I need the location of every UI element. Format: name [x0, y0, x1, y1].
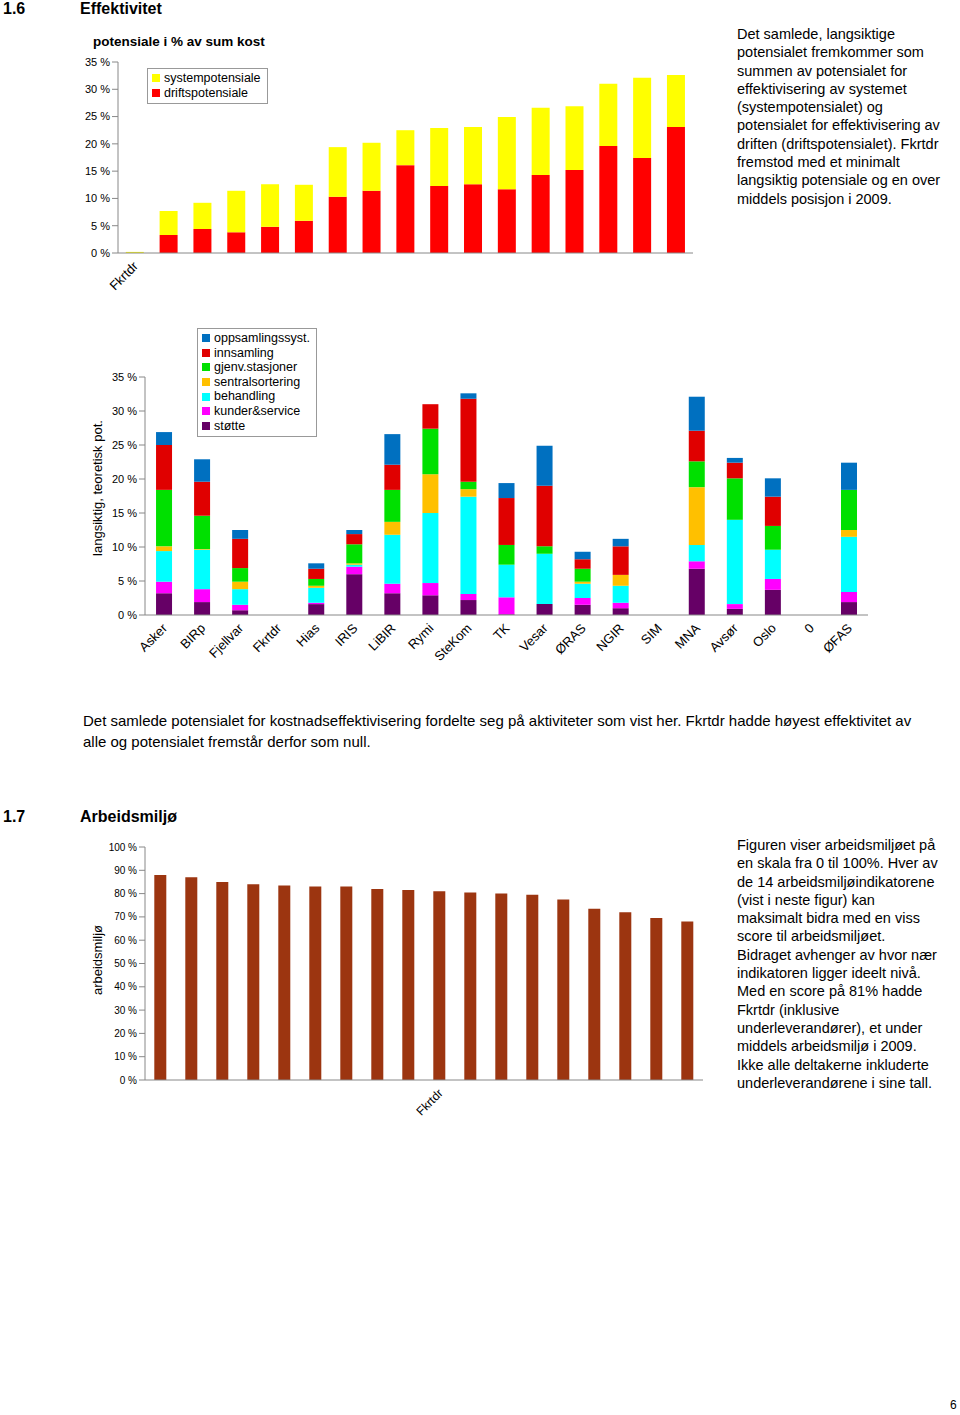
svg-text:ØFAS: ØFAS: [820, 620, 855, 655]
html-text:systempotensiale: systempotensiale: [164, 71, 261, 85]
svg-text:0 %: 0 %: [118, 609, 137, 621]
html-text:Det samlede, langsiktige poten: Det samlede, langsiktige potensialet fre…: [737, 26, 941, 207]
svg-text:15 %: 15 %: [85, 165, 110, 177]
svg-text:SteKom: SteKom: [431, 621, 474, 664]
html-text:oppsamlingssyst.: oppsamlingssyst.: [214, 331, 310, 345]
svg-text:70 %: 70 %: [114, 911, 137, 922]
svg-text:MNA: MNA: [672, 620, 703, 651]
svg-text:Fkrtdr: Fkrtdr: [414, 1086, 446, 1118]
svg-text:20 %: 20 %: [85, 138, 110, 150]
svg-text:25 %: 25 %: [112, 439, 137, 451]
svg-text:80 %: 80 %: [114, 888, 137, 899]
svg-text:IRIS: IRIS: [332, 620, 361, 649]
svg-text:25 %: 25 %: [85, 110, 110, 122]
svg-text:60 %: 60 %: [114, 935, 137, 946]
html-text:1.7: 1.7: [3, 808, 26, 825]
html-text:arbeidsmiljø: arbeidsmiljø: [89, 925, 105, 995]
html-text:Arbeidsmiljø: Arbeidsmiljø: [80, 808, 177, 825]
svg-text:5 %: 5 %: [118, 575, 137, 587]
svg-text:10 %: 10 %: [114, 1051, 137, 1062]
html-text:1.6: 1.6: [3, 0, 26, 17]
svg-text:Fkrtdr: Fkrtdr: [250, 620, 285, 655]
svg-text:Hias: Hias: [293, 620, 322, 649]
html-text:Det samlede potensialet for ko: Det samlede potensialet for kostnadseffe…: [83, 712, 912, 750]
svg-text:100 %: 100 %: [109, 842, 137, 853]
html-text:støtte: støtte: [214, 418, 246, 433]
svg-text:TK: TK: [490, 620, 513, 643]
html-text:Effektivitet: Effektivitet: [80, 0, 162, 17]
html-text:potensiale i % av sum kost: potensiale i % av sum kost: [93, 34, 265, 49]
svg-text:0 %: 0 %: [120, 1075, 137, 1086]
svg-text:0: 0: [801, 621, 817, 637]
html-text:gjenv.stasjoner: gjenv.stasjoner: [214, 360, 298, 375]
svg-text:30 %: 30 %: [85, 83, 110, 95]
svg-text:15 %: 15 %: [112, 507, 137, 519]
svg-text:ØRAS: ØRAS: [552, 620, 589, 657]
html-text:kunder&service: kunder&service: [214, 404, 301, 418]
svg-text:SIM: SIM: [638, 621, 665, 648]
html-text:driftspotensiale: driftspotensiale: [164, 85, 249, 100]
svg-text:Fjellvar: Fjellvar: [206, 620, 247, 661]
svg-text:30 %: 30 %: [114, 1005, 137, 1016]
svg-text:Oslo: Oslo: [749, 621, 779, 651]
svg-text:35 %: 35 %: [85, 56, 110, 68]
svg-text:0 %: 0 %: [91, 247, 110, 259]
svg-text:20 %: 20 %: [114, 1028, 137, 1039]
svg-text:10 %: 10 %: [112, 541, 137, 553]
svg-text:30 %: 30 %: [112, 405, 137, 417]
html-text:6: 6: [950, 1398, 957, 1412]
svg-text:Vesar: Vesar: [517, 620, 552, 655]
html-text:Figuren viser arbeidsmiljøet p: Figuren viser arbeidsmiljøet på en skala…: [737, 837, 938, 1091]
svg-text:90 %: 90 %: [114, 865, 137, 876]
svg-text:Asker: Asker: [136, 620, 171, 655]
html-text:sentralsortering: sentralsortering: [214, 374, 301, 389]
html-text:langsiktig, teoretisk pot.: langsiktig, teoretisk pot.: [89, 420, 105, 556]
svg-text:35 %: 35 %: [112, 371, 137, 383]
svg-text:Fkrtdr: Fkrtdr: [106, 258, 141, 293]
svg-text:5 %: 5 %: [91, 220, 110, 232]
svg-text:20 %: 20 %: [112, 473, 137, 485]
svg-text:40 %: 40 %: [114, 981, 137, 992]
svg-text:10 %: 10 %: [85, 192, 110, 204]
svg-text:NGIR: NGIR: [593, 621, 627, 655]
html-text:innsamling: innsamling: [214, 345, 274, 360]
svg-text:50 %: 50 %: [114, 958, 137, 969]
svg-text:BIRp: BIRp: [177, 621, 208, 652]
html-text:behandling: behandling: [214, 389, 276, 404]
svg-text:Avsør: Avsør: [706, 620, 741, 655]
svg-text:LiBIR: LiBIR: [365, 621, 398, 654]
svg-text:Rymi: Rymi: [405, 620, 437, 652]
